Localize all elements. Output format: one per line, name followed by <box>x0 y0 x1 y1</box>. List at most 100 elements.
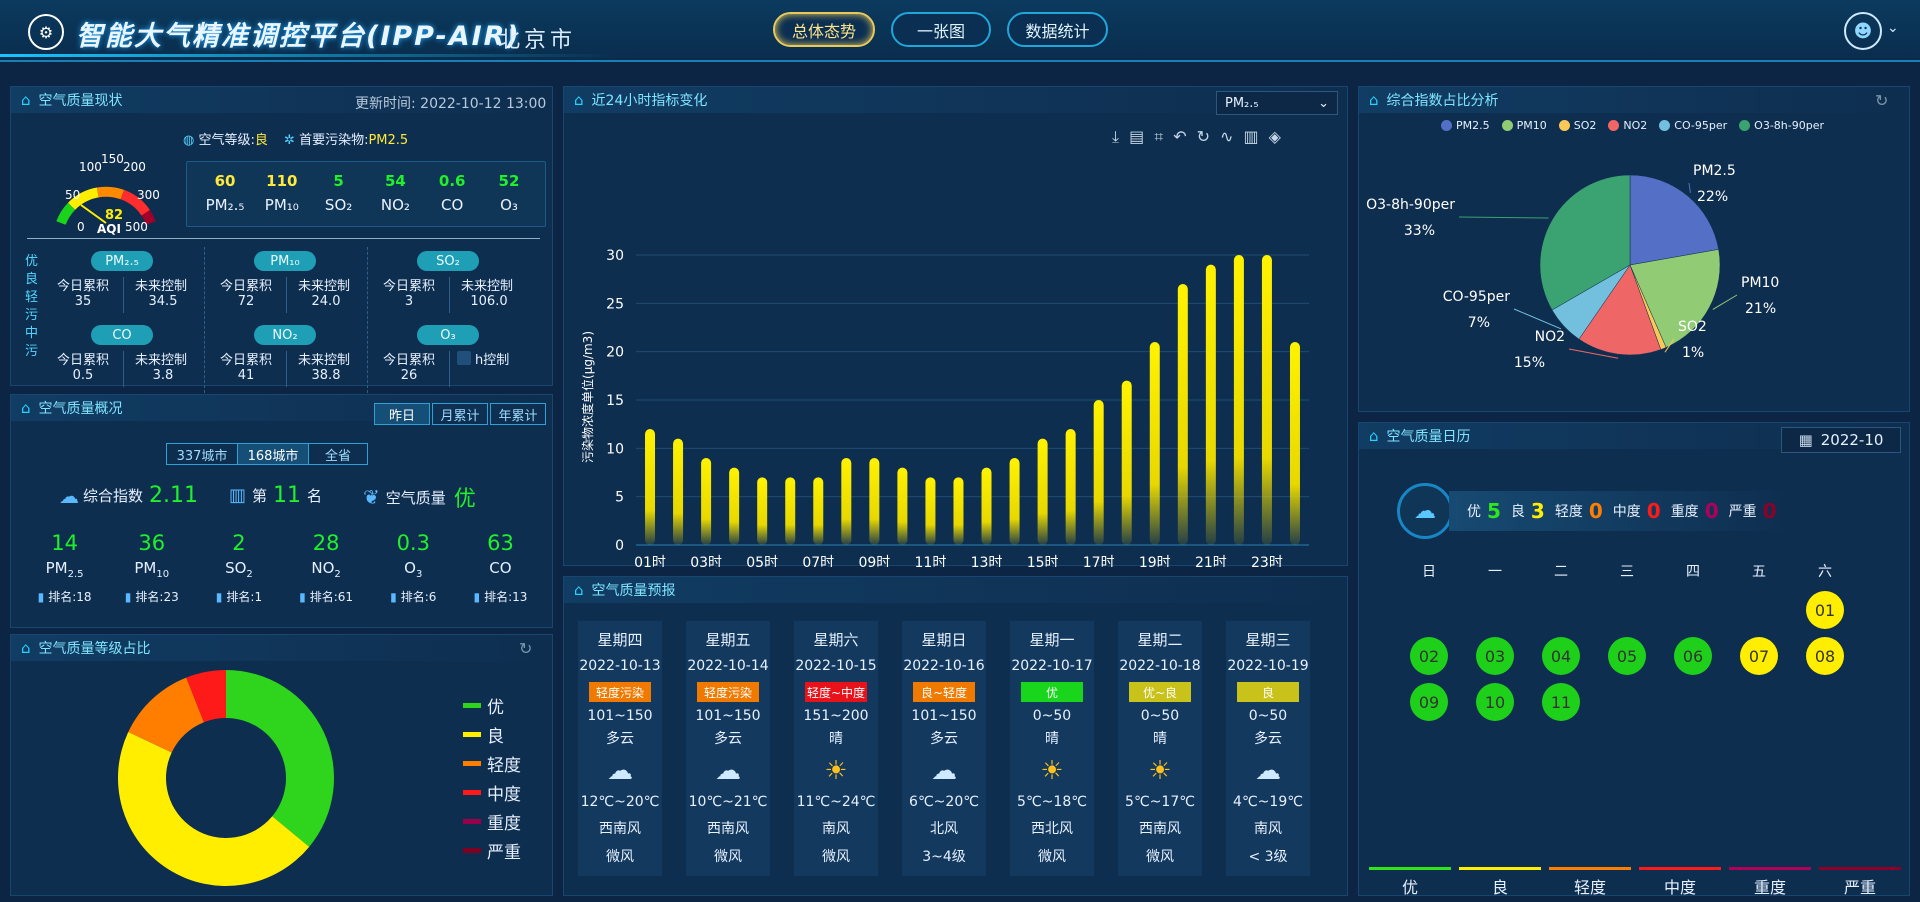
x-tick-label: 17时 <box>1083 555 1115 567</box>
trend-bar[interactable] <box>897 467 908 545</box>
pie-slice[interactable] <box>1578 264 1662 356</box>
fut-value: 38.8 <box>311 368 341 383</box>
grade-legend-item[interactable]: 轻度 <box>463 749 521 778</box>
calendar-day[interactable]: 03 <box>1476 637 1514 675</box>
stack-icon[interactable]: ◈ <box>1268 127 1281 146</box>
tab-year[interactable]: 年累计 <box>490 403 546 425</box>
trend-bar[interactable] <box>1065 429 1076 545</box>
grade-legend-item[interactable]: 中度 <box>463 778 521 807</box>
trend-bar[interactable] <box>1177 284 1188 545</box>
calendar-day[interactable]: 08 <box>1806 637 1844 675</box>
trend-bar[interactable] <box>1205 264 1216 545</box>
trend-bar[interactable] <box>1289 342 1300 545</box>
pollutant-pill[interactable]: O₃ <box>417 325 479 345</box>
trend-bar[interactable] <box>1093 400 1104 545</box>
pie-legend-item[interactable]: O3-8h-90per <box>1739 119 1824 132</box>
doc-icon[interactable]: ▤ <box>1129 127 1145 146</box>
calendar-day[interactable]: 01 <box>1806 591 1844 629</box>
trend-bar[interactable] <box>1037 438 1048 545</box>
refresh-icon[interactable]: ↻ <box>519 639 533 658</box>
refresh-icon[interactable]: ↻ <box>1196 127 1211 146</box>
calendar-day[interactable]: 06 <box>1674 637 1712 675</box>
tab-yesterday[interactable]: 昨日 <box>374 403 430 425</box>
donut-slice[interactable] <box>128 677 204 753</box>
calendar-day[interactable]: 02 <box>1410 637 1448 675</box>
trend-bar[interactable] <box>981 467 992 545</box>
month-picker[interactable]: ▦ 2022-10 <box>1781 427 1901 453</box>
calendar-day[interactable]: 05 <box>1608 637 1646 675</box>
undo-icon[interactable]: ↶ <box>1173 127 1187 146</box>
line-chart-icon[interactable]: ∿ <box>1220 127 1234 146</box>
trend-bar[interactable] <box>1121 380 1132 545</box>
trend-bar[interactable] <box>1149 342 1160 545</box>
col-divider <box>123 351 124 387</box>
pie-legend-item[interactable]: PM10 <box>1501 119 1547 132</box>
trend-bar[interactable] <box>953 477 964 545</box>
pollutant-pill[interactable]: NO₂ <box>254 325 316 345</box>
donut-slice[interactable] <box>226 670 334 847</box>
trend-bar[interactable] <box>673 438 684 545</box>
forecast-temp: 12℃~20℃ <box>580 794 660 810</box>
trend-bar[interactable] <box>785 477 796 545</box>
trend-bar[interactable] <box>841 458 852 545</box>
donut-slice[interactable] <box>118 732 310 886</box>
trend-bar[interactable] <box>1261 255 1272 545</box>
calendar-day[interactable]: 11 <box>1542 683 1580 721</box>
forecast-day[interactable]: 星期三 2022-10-19 良 0~50 多云 ☁ 4℃~19℃ 南风 < 3级 <box>1226 621 1310 876</box>
forecast-day[interactable]: 星期六 2022-10-15 轻度~中度 151~200 晴 ☀ 11℃~24℃ 南风 微风 <box>794 621 878 876</box>
calendar-day[interactable]: 09 <box>1410 683 1448 721</box>
refresh-icon[interactable]: ↻ <box>1875 91 1889 110</box>
trend-bar[interactable] <box>729 467 740 545</box>
grade-legend-item[interactable]: 优 <box>463 691 521 720</box>
pollutant-pill[interactable]: CO <box>91 325 153 345</box>
pie-slice[interactable] <box>1539 174 1631 311</box>
grade-legend-item[interactable]: 重度 <box>463 807 521 836</box>
pie-legend-item[interactable]: SO2 <box>1558 119 1596 132</box>
status-panel: ⌂ 空气质量现状 更新时间: 2022-10-12 13:00 0 50 100… <box>10 86 553 393</box>
trend-bar[interactable] <box>925 477 936 545</box>
pollutant-select[interactable]: PM₂.₅ ⌄ <box>1216 91 1338 115</box>
crop-icon[interactable]: ⌗ <box>1154 127 1164 146</box>
pollutant-pill[interactable]: SO₂ <box>417 251 479 271</box>
nav-overview[interactable]: 总体态势 <box>773 12 875 47</box>
trend-bar[interactable] <box>645 429 656 545</box>
pie-slice[interactable] <box>1629 249 1721 348</box>
pie-legend-item[interactable]: PM2.5 <box>1441 119 1490 132</box>
pollutant-pill[interactable]: PM₂.₅ <box>91 251 153 271</box>
trend-bar[interactable] <box>1009 458 1020 545</box>
tab-337-cities[interactable]: 337城市 <box>166 443 238 465</box>
nav-statistics[interactable]: 数据统计 <box>1007 12 1108 47</box>
trend-bar[interactable] <box>813 477 824 545</box>
trend-bar[interactable] <box>757 477 768 545</box>
grade-legend-item[interactable]: 严重 <box>463 836 521 865</box>
tab-month[interactable]: 月累计 <box>432 403 488 425</box>
forecast-day[interactable]: 星期五 2022-10-14 轻度污染 101~150 多云 ☁ 10℃~21℃ 西南风 微风 <box>686 621 770 876</box>
pie-legend-item[interactable]: CO-95per <box>1659 119 1727 132</box>
trend-bar[interactable] <box>869 458 880 545</box>
nav-map[interactable]: 一张图 <box>891 12 991 47</box>
calendar-day[interactable]: 04 <box>1542 637 1580 675</box>
forecast-day[interactable]: 星期日 2022-10-16 良~轻度 101~150 多云 ☁ 6℃~20℃ 北风 3~4级 <box>902 621 986 876</box>
tab-province[interactable]: 全省 <box>308 443 368 465</box>
calendar-day[interactable]: 07 <box>1740 637 1778 675</box>
calendar-day[interactable]: 10 <box>1476 683 1514 721</box>
pie-legend-item[interactable]: NO2 <box>1608 119 1647 132</box>
forecast-day[interactable]: 星期四 2022-10-13 轻度污染 101~150 多云 ☁ 12℃~20℃ 西南风 微风 <box>578 621 662 876</box>
overview-name-main: PM <box>45 559 68 577</box>
pollutant-pill[interactable]: PM₁₀ <box>254 251 316 271</box>
trend-bar[interactable] <box>1233 255 1244 545</box>
bar-chart-icon[interactable]: ▥ <box>1243 127 1259 146</box>
download-icon[interactable]: ⤓ <box>1112 127 1120 146</box>
forecast-weather: 多云 <box>606 731 634 747</box>
forecast-day[interactable]: 星期二 2022-10-18 优~良 0~50 晴 ☀ 5℃~17℃ 西南风 微风 <box>1118 621 1202 876</box>
trend-bar[interactable] <box>701 458 712 545</box>
grade-legend-item[interactable]: 良 <box>463 720 521 749</box>
tab-168-cities[interactable]: 168城市 <box>237 443 309 465</box>
user-icon[interactable]: ☻ <box>1844 12 1882 50</box>
home-icon: ⌂ <box>21 639 31 657</box>
donut-slice[interactable] <box>186 670 226 723</box>
col-divider <box>449 351 450 387</box>
pie-slice[interactable] <box>1629 174 1719 266</box>
chevron-down-icon[interactable]: ⌄ <box>1887 20 1899 36</box>
forecast-day[interactable]: 星期一 2022-10-17 优 0~50 晴 ☀ 5℃~18℃ 西北风 微风 <box>1010 621 1094 876</box>
